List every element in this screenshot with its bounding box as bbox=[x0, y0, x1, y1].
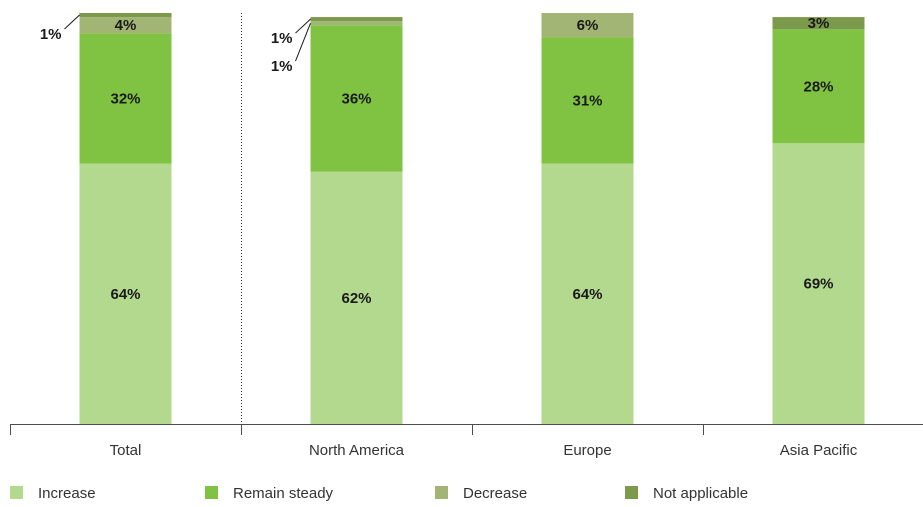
legend-label-not-applicable: Not applicable bbox=[653, 485, 748, 502]
data-label-asia-pacific-remain-steady: 28% bbox=[803, 78, 833, 95]
legend-swatch-remain-steady bbox=[205, 486, 218, 499]
bar-segment-europe-decrease bbox=[541, 13, 634, 38]
legend-swatch-increase bbox=[10, 486, 23, 499]
data-label-north-america-remain-steady: 36% bbox=[341, 90, 371, 107]
legend-label-increase: Increase bbox=[38, 485, 96, 502]
bar-segment-total-not-applicable bbox=[79, 13, 172, 18]
category-label-total: Total bbox=[110, 442, 142, 459]
bar-segment-europe-increase bbox=[541, 163, 634, 424]
leader-line-north-america-not-applicable bbox=[295, 18, 311, 34]
legend-item-increase: Increase bbox=[10, 485, 96, 502]
bar-segment-total-increase bbox=[79, 163, 172, 424]
bar-segment-asia-pacific-not-applicable bbox=[772, 17, 865, 30]
legend-swatch-not-applicable bbox=[625, 486, 638, 499]
legend-item-decrease: Decrease bbox=[435, 485, 527, 502]
bars-layer bbox=[79, 13, 865, 424]
legend-label-decrease: Decrease bbox=[463, 485, 527, 502]
data-label-asia-pacific-increase: 69% bbox=[803, 276, 833, 293]
legend: Increase Remain steady Decrease Not appl… bbox=[10, 485, 748, 502]
legend-label-remain-steady: Remain steady bbox=[233, 485, 334, 502]
category-label-asia-pacific: Asia Pacific bbox=[780, 442, 858, 459]
data-label-total-remain-steady: 32% bbox=[110, 90, 140, 107]
data-label-total-increase: 64% bbox=[110, 286, 140, 303]
x-axis: Total North America Europe Asia Pacific bbox=[10, 424, 923, 459]
data-label-north-america-not-applicable: 1% bbox=[271, 30, 293, 47]
data-label-north-america-increase: 62% bbox=[341, 290, 371, 307]
bar-segment-north-america-increase bbox=[310, 171, 403, 424]
legend-swatch-decrease bbox=[435, 486, 448, 499]
bar-segment-total-decrease bbox=[79, 17, 172, 34]
data-labels-layer: 64% 32% 4% 1% 62% 36% 1% 1% 64% 31% 6% 69% 28% 3% bbox=[40, 14, 834, 307]
data-label-total-not-applicable: 1% bbox=[40, 26, 62, 43]
bar-segment-asia-pacific-remain-steady bbox=[772, 29, 865, 144]
bar-segment-north-america-not-applicable bbox=[310, 17, 403, 22]
data-label-europe-decrease: 6% bbox=[577, 17, 599, 34]
data-label-europe-remain-steady: 31% bbox=[572, 92, 602, 109]
legend-item-not-applicable: Not applicable bbox=[625, 485, 748, 502]
bar-segment-total-remain-steady bbox=[79, 33, 172, 164]
bar-segment-asia-pacific-increase bbox=[772, 143, 865, 424]
bar-segment-north-america-decrease bbox=[310, 21, 403, 26]
data-label-europe-increase: 64% bbox=[572, 286, 602, 303]
legend-item-remain-steady: Remain steady bbox=[205, 485, 334, 502]
leader-line-total-not-applicable bbox=[64, 14, 80, 30]
category-label-north-america: North America bbox=[309, 442, 405, 459]
data-label-north-america-decrease: 1% bbox=[271, 58, 293, 75]
data-label-asia-pacific-not-applicable: 3% bbox=[808, 15, 830, 32]
leader-line-north-america-decrease bbox=[295, 22, 311, 62]
data-label-total-decrease: 4% bbox=[115, 17, 137, 34]
category-label-europe: Europe bbox=[563, 442, 611, 459]
bar-segment-north-america-remain-steady bbox=[310, 25, 403, 172]
bar-segment-europe-remain-steady bbox=[541, 37, 634, 164]
